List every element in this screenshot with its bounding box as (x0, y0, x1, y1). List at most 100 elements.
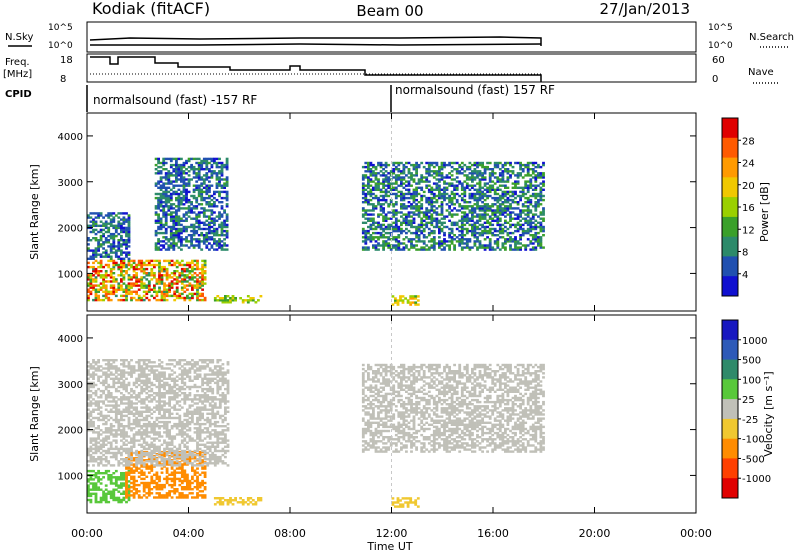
data-cell (162, 215, 166, 218)
data-cell (147, 490, 151, 493)
data-cell (511, 211, 515, 214)
data-cell (476, 248, 479, 251)
data-cell (169, 198, 173, 202)
data-cell (407, 161, 411, 165)
data-cell (534, 236, 538, 239)
data-cell (97, 243, 100, 246)
data-cell (122, 243, 126, 246)
data-cell (125, 265, 128, 269)
data-cell (402, 207, 406, 210)
data-cell (178, 496, 182, 499)
data-cell (117, 212, 121, 215)
data-cell (369, 236, 373, 239)
data-cell (465, 178, 469, 181)
data-cell (158, 464, 161, 467)
data-cell (435, 174, 439, 177)
data-cell (125, 447, 128, 451)
data-cell (159, 244, 163, 247)
data-cell (87, 478, 90, 481)
data-cell (155, 259, 159, 263)
data-cell (127, 469, 131, 473)
data-cell (107, 385, 111, 389)
data-cell (158, 449, 161, 453)
data-cell (125, 494, 128, 497)
data-cell (158, 435, 161, 438)
data-cell (539, 229, 543, 233)
data-cell (107, 394, 111, 397)
data-cell (427, 248, 431, 251)
data-cell (87, 408, 90, 411)
data-cell (218, 238, 221, 241)
data-cell (147, 460, 151, 463)
data-cell (120, 226, 123, 230)
data-cell (109, 237, 113, 240)
data-cell (443, 188, 446, 191)
data-cell (107, 259, 111, 263)
data-cell (114, 387, 118, 391)
data-cell (192, 190, 196, 194)
data-cell (120, 400, 123, 403)
data-cell (140, 270, 144, 273)
data-cell (422, 229, 426, 233)
data-cell (501, 170, 505, 173)
data-cell (89, 500, 93, 504)
data-cell (379, 209, 383, 212)
data-cell (521, 188, 525, 191)
data-cell (195, 238, 199, 241)
data-cell (202, 215, 206, 218)
data-cell (514, 186, 517, 189)
data-cell (488, 168, 492, 171)
data-cell (410, 176, 413, 179)
data-cell (97, 214, 100, 217)
data-cell (99, 365, 103, 368)
data-cell (519, 248, 522, 251)
data-cell (94, 224, 98, 227)
data-cell (496, 186, 500, 189)
data-cell (89, 437, 93, 440)
data-cell (173, 483, 177, 487)
data-cell (203, 265, 207, 269)
data-cell (420, 198, 424, 202)
data-cell (471, 219, 474, 222)
data-cell (163, 294, 166, 298)
data-cell (125, 451, 128, 455)
data-cell (198, 294, 202, 298)
data-cell (140, 425, 144, 428)
data-cell (374, 165, 378, 169)
data-cell (162, 157, 166, 161)
data-cell (147, 288, 151, 291)
data-cell (384, 174, 388, 177)
data-cell (155, 488, 159, 491)
data-cell (367, 192, 370, 196)
data-cell (169, 196, 173, 200)
data-cell (405, 221, 408, 224)
data-cell (158, 455, 161, 459)
data-cell (155, 392, 159, 395)
data-cell (99, 259, 103, 263)
data-cell (481, 215, 484, 218)
data-cell (195, 180, 199, 183)
data-cell (425, 207, 429, 210)
nave-tick-top: 60 (712, 55, 725, 66)
data-cell (142, 286, 146, 289)
data-cell (132, 477, 136, 481)
data-cell (165, 429, 169, 432)
data-cell (491, 227, 495, 231)
data-cell (486, 225, 489, 229)
data-cell (125, 402, 128, 405)
data-cell (182, 244, 186, 247)
data-cell (117, 239, 121, 242)
data-cell (445, 209, 449, 212)
data-cell (377, 182, 380, 185)
data-cell (394, 223, 398, 227)
data-cell (109, 476, 113, 479)
data-cell (177, 196, 181, 200)
data-cell (163, 425, 166, 428)
data-cell (125, 251, 128, 254)
data-cell (142, 272, 146, 275)
data-cell (163, 422, 166, 426)
data-cell (534, 188, 538, 191)
data-cell (169, 182, 173, 185)
data-cell (524, 184, 528, 187)
data-cell (163, 292, 166, 296)
